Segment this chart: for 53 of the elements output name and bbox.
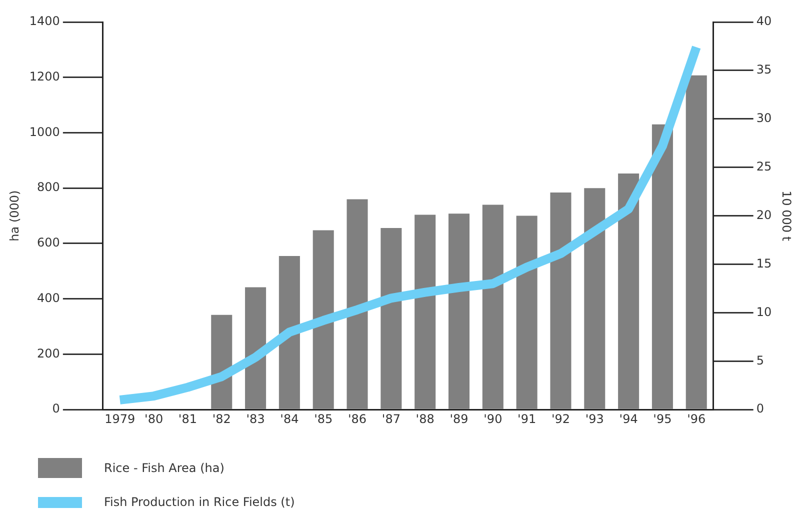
y-tick-label: 600	[37, 236, 60, 250]
y-axis-title: ha (000)	[7, 190, 22, 242]
y2-tick-label: 20	[756, 208, 772, 222]
y2-tick-label: 40	[756, 14, 772, 28]
x-tick-label: '80	[144, 412, 164, 426]
y-tick-label: 200	[37, 346, 60, 360]
y-tick-label: 1200	[29, 69, 60, 84]
y2-tick-label: 35	[756, 62, 772, 77]
bar	[652, 124, 673, 409]
bar	[516, 216, 538, 409]
y-tick-label: 400	[37, 290, 60, 305]
bar	[245, 287, 266, 409]
bar	[278, 256, 300, 409]
x-tick-label: '84	[280, 412, 299, 426]
x-tick-label: '83	[246, 412, 265, 426]
x-tick-label: '82	[212, 412, 231, 426]
bar	[618, 173, 640, 409]
x-tick-label: '96	[687, 412, 706, 426]
bar	[686, 75, 707, 409]
x-tick-label: '90	[484, 412, 502, 426]
y-tick-label: 0	[52, 402, 60, 416]
x-tick-label: '86	[348, 412, 367, 426]
legend-label: Rice - Fish Area (ha)	[104, 461, 224, 475]
x-tick-label: '88	[416, 412, 434, 426]
x-tick-label: '95	[653, 412, 672, 426]
bar	[482, 204, 504, 409]
bar	[346, 199, 368, 409]
y-tick-label: 1000	[29, 124, 60, 139]
x-tick-label: '85	[314, 412, 333, 426]
y-tick-label: 1400	[29, 14, 60, 28]
x-tick-label: '94	[619, 412, 638, 426]
y2-tick-label: 15	[756, 256, 772, 270]
y2-tick-label: 5	[756, 353, 764, 368]
x-tick-label: 1979	[104, 412, 136, 426]
x-tick-label: '87	[382, 412, 400, 426]
y-tick-label: 800	[37, 180, 60, 194]
y2-tick-label: 25	[756, 159, 772, 174]
bar	[550, 192, 572, 409]
x-tick-label: '89	[450, 412, 468, 426]
bar	[380, 228, 402, 409]
bar	[584, 188, 606, 409]
y2-axis-title: 10 000 t	[780, 190, 794, 242]
y2-tick-label: 0	[756, 402, 764, 416]
y2-tick-label: 10	[756, 304, 772, 319]
bar	[448, 214, 470, 409]
x-tick-label: '81	[178, 412, 198, 426]
bar	[312, 230, 334, 409]
bar	[414, 214, 436, 409]
x-tick-label: '92	[551, 412, 570, 426]
x-tick-label: '91	[518, 412, 536, 426]
legend-label: Fish Production in Rice Fields (t)	[104, 495, 295, 509]
y2-tick-label: 30	[756, 111, 772, 126]
x-tick-label: '93	[585, 412, 604, 426]
